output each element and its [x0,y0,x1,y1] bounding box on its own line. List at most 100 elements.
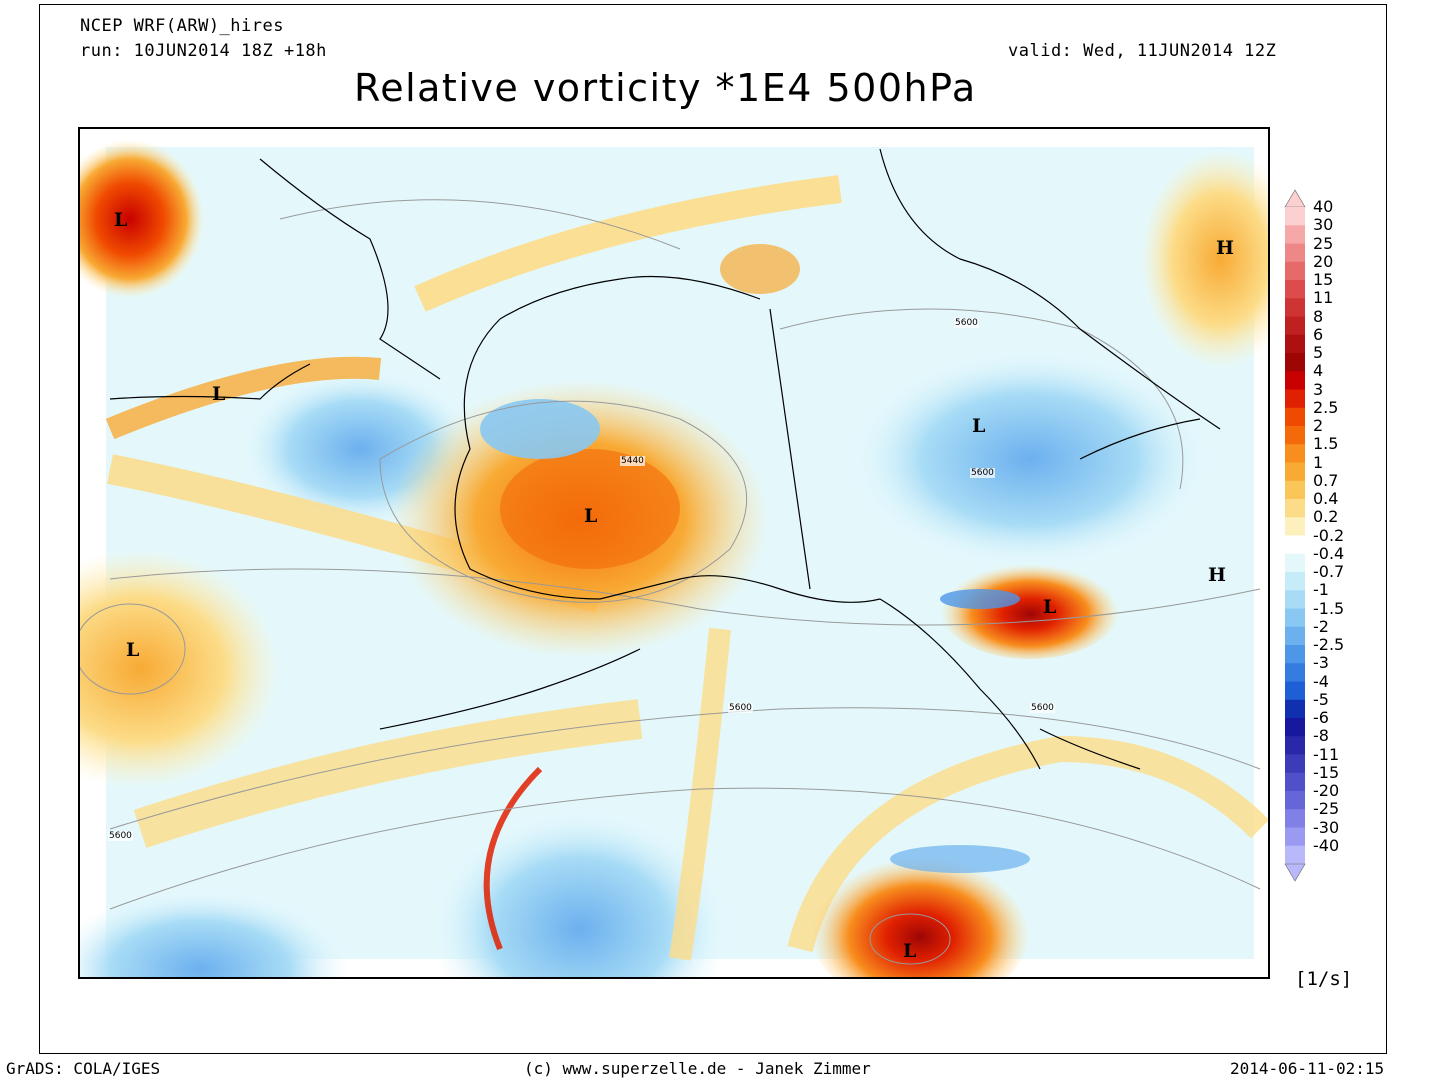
legend-swatch [1285,444,1305,463]
legend-swatch [1285,499,1305,518]
legend-tick-label: 5 [1313,343,1324,362]
vortex-gulf-blue [940,589,1020,609]
low-marker-5: L [972,415,986,437]
legend-swatch [1285,480,1305,500]
coast-hudson [1079,418,1201,460]
legend-arrow-bottom [1284,863,1306,882]
legend-swatch [1285,809,1305,828]
legend-tick-label: -2.5 [1313,635,1345,654]
run-info: run: 10JUN2014 18Z +18h [80,41,327,61]
footer-software: GrADS: COLA/IGES [6,1059,161,1078]
low-marker-1: L [114,209,128,231]
legend-swatch [1285,663,1305,682]
legend-tick-label: 25 [1313,233,1334,253]
legend-swatch [1285,754,1305,774]
low-marker-6: L [1043,596,1057,618]
legend-swatch [1285,517,1305,536]
map-panel [78,127,1270,979]
low-marker-7: L [903,940,917,962]
legend-tick-label: -2 [1313,616,1329,636]
field-blue-canada [850,349,1210,569]
contour-label: 5600 [1030,703,1055,713]
legend-arrow-top [1284,189,1306,208]
band-meridional [669,627,731,961]
band-north [414,175,842,312]
coast-aleutians [379,648,641,730]
vortex-north-small [720,244,800,294]
legend-swatch [1285,718,1305,737]
border-alaska-canada [769,308,811,590]
legend-tick-label: -25 [1313,799,1340,819]
legend-swatch [1285,243,1305,263]
contour-label: 5440 [620,456,645,466]
valid-time: valid: Wed, 11JUN2014 12Z [1008,41,1277,61]
legend-tick-label: 2.5 [1313,397,1339,417]
contour-5600-d [779,308,1184,490]
legend-tick-label: 0.4 [1313,489,1339,508]
low-marker-2: L [212,383,226,405]
legend-tick-label: -11 [1313,744,1340,764]
legend-swatch [1285,261,1305,281]
band-west [105,356,382,440]
vortex-bering-core [500,449,680,569]
legend-swatch [1285,645,1305,664]
vortex-gulf [940,559,1120,659]
contour-sw-low [80,603,186,695]
legend-swatch [1285,535,1305,555]
legend-swatch [1285,827,1305,847]
legend-tick-label: 20 [1313,251,1334,271]
legend-tick-label: -1 [1313,580,1329,600]
band-se [787,735,1268,953]
legend-swatch [1285,334,1305,354]
coast-panhandle [879,598,1041,770]
legend-tick-label: -0.4 [1313,543,1345,563]
vortex-ne [1140,149,1268,369]
legend-tick-label: -20 [1313,781,1340,800]
legend-tick-label: -40 [1313,835,1340,855]
vorticity-map [80,139,1268,977]
contour-label: 5600 [728,703,753,713]
band-red-arc [483,766,543,951]
legend-tick-label: 40 [1313,197,1334,216]
vortex-south [810,849,1030,977]
footer-timestamp: 2014-06-11-02:15 [1230,1059,1385,1078]
legend-swatch [1285,845,1305,865]
legend-tick-label: 4 [1313,361,1324,381]
legend-swatch [1285,462,1305,482]
legend-tick-label: 30 [1313,215,1334,235]
legend-swatch [1285,389,1305,409]
legend-swatch [1285,608,1305,628]
legend-tick-label: 8 [1313,306,1324,326]
page-title: Relative vorticity *1E4 500hPa [354,66,977,110]
legend-tick-label: 0.7 [1313,470,1339,490]
legend-tick-label: 11 [1313,288,1334,308]
field-blue-south [430,809,730,977]
legend-swatch [1285,681,1305,701]
legend-tick-label: -0.7 [1313,562,1345,581]
legend-tick-label: -8 [1313,726,1329,746]
legend-swatch [1285,298,1305,317]
figure-frame [39,4,1387,1054]
legend-swatch [1285,316,1305,336]
low-marker-4: L [126,639,140,661]
legend-tick-label: -1.5 [1313,598,1345,618]
contour-label: 5600 [970,468,995,478]
legend-tick-label: -6 [1313,708,1329,727]
contour-5600-a [109,568,1261,626]
vortex-nw [80,139,205,299]
contour-north [279,199,681,250]
legend-tick-label: 0.2 [1313,507,1339,527]
coast-kamchatka-north [109,363,311,400]
legend-tick-label: 3 [1313,379,1324,399]
contour-label: 5600 [108,831,133,841]
legend-swatch [1285,280,1305,299]
contour-5600-c [109,787,1261,910]
legend-swatch [1285,371,1305,390]
legend-tick-label: 1.5 [1313,434,1339,454]
legend-tick-label: 6 [1313,324,1324,344]
high-marker-1: H [1216,237,1234,259]
legend-swatch [1285,699,1305,719]
coast-alaska-west [454,318,601,600]
legend-tick-label: 1 [1313,452,1324,472]
coast-canada-arctic [879,148,1221,430]
